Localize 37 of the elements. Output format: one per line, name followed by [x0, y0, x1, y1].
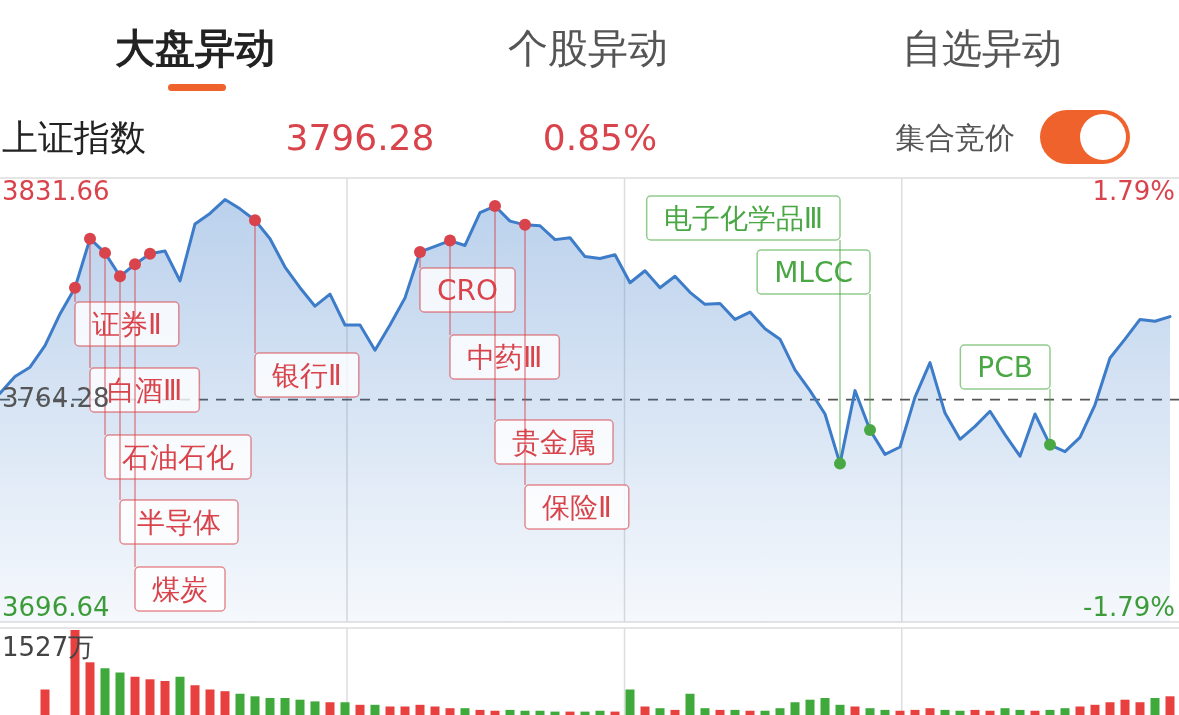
data-label: 银行Ⅱ — [271, 359, 342, 392]
y-tick-label: 3696.64 — [2, 591, 110, 622]
data-label: 石油石化 — [122, 441, 234, 474]
text: 上证指数 — [2, 117, 146, 158]
text: 集合竞价 — [895, 120, 1015, 155]
event-label-box: MLCC — [756, 249, 871, 295]
event-label-box: 电子化学品Ⅲ — [645, 195, 841, 241]
event-label-box: 石油石化 — [104, 434, 252, 480]
event-label-box: 半导体 — [119, 499, 239, 545]
event-label-box: 贵金属 — [494, 419, 614, 465]
text: 自选异动 — [902, 25, 1062, 71]
data-label: 半导体 — [137, 506, 221, 539]
data-label: 白酒Ⅲ — [107, 374, 183, 407]
event-label-box: CRO — [419, 267, 516, 313]
text: 0.85% — [542, 117, 658, 158]
event-label-box: 中药Ⅲ — [449, 334, 561, 380]
y2-tick-label: -1.79% — [1083, 591, 1175, 622]
event-label-box: 证券Ⅱ — [74, 301, 180, 347]
data-label: 煤炭 — [152, 573, 208, 606]
data-label: 电子化学品Ⅲ — [663, 202, 823, 235]
y-tick-label: 3831.66 — [2, 175, 110, 206]
data-label: 证券Ⅱ — [92, 308, 162, 341]
text: 个股异动 — [508, 25, 668, 71]
text: 3796.28 — [285, 117, 435, 158]
event-label-box: 保险Ⅱ — [524, 484, 630, 530]
data-label: 中药Ⅲ — [467, 341, 543, 374]
data-label: CRO — [437, 274, 499, 307]
data-label: 贵金属 — [512, 426, 596, 459]
event-label-box: 银行Ⅱ — [254, 352, 360, 398]
event-label-box: PCB — [959, 344, 1051, 390]
data-label: 保险Ⅱ — [542, 491, 612, 524]
y2-tick-label: 1.79% — [1092, 175, 1175, 206]
text: 大盘异动 — [115, 25, 275, 71]
data-label: MLCC — [774, 256, 853, 289]
event-label-box: 煤炭 — [134, 566, 226, 612]
y-tick-label: 3764.28 — [2, 383, 110, 414]
data-label: PCB — [977, 351, 1033, 384]
